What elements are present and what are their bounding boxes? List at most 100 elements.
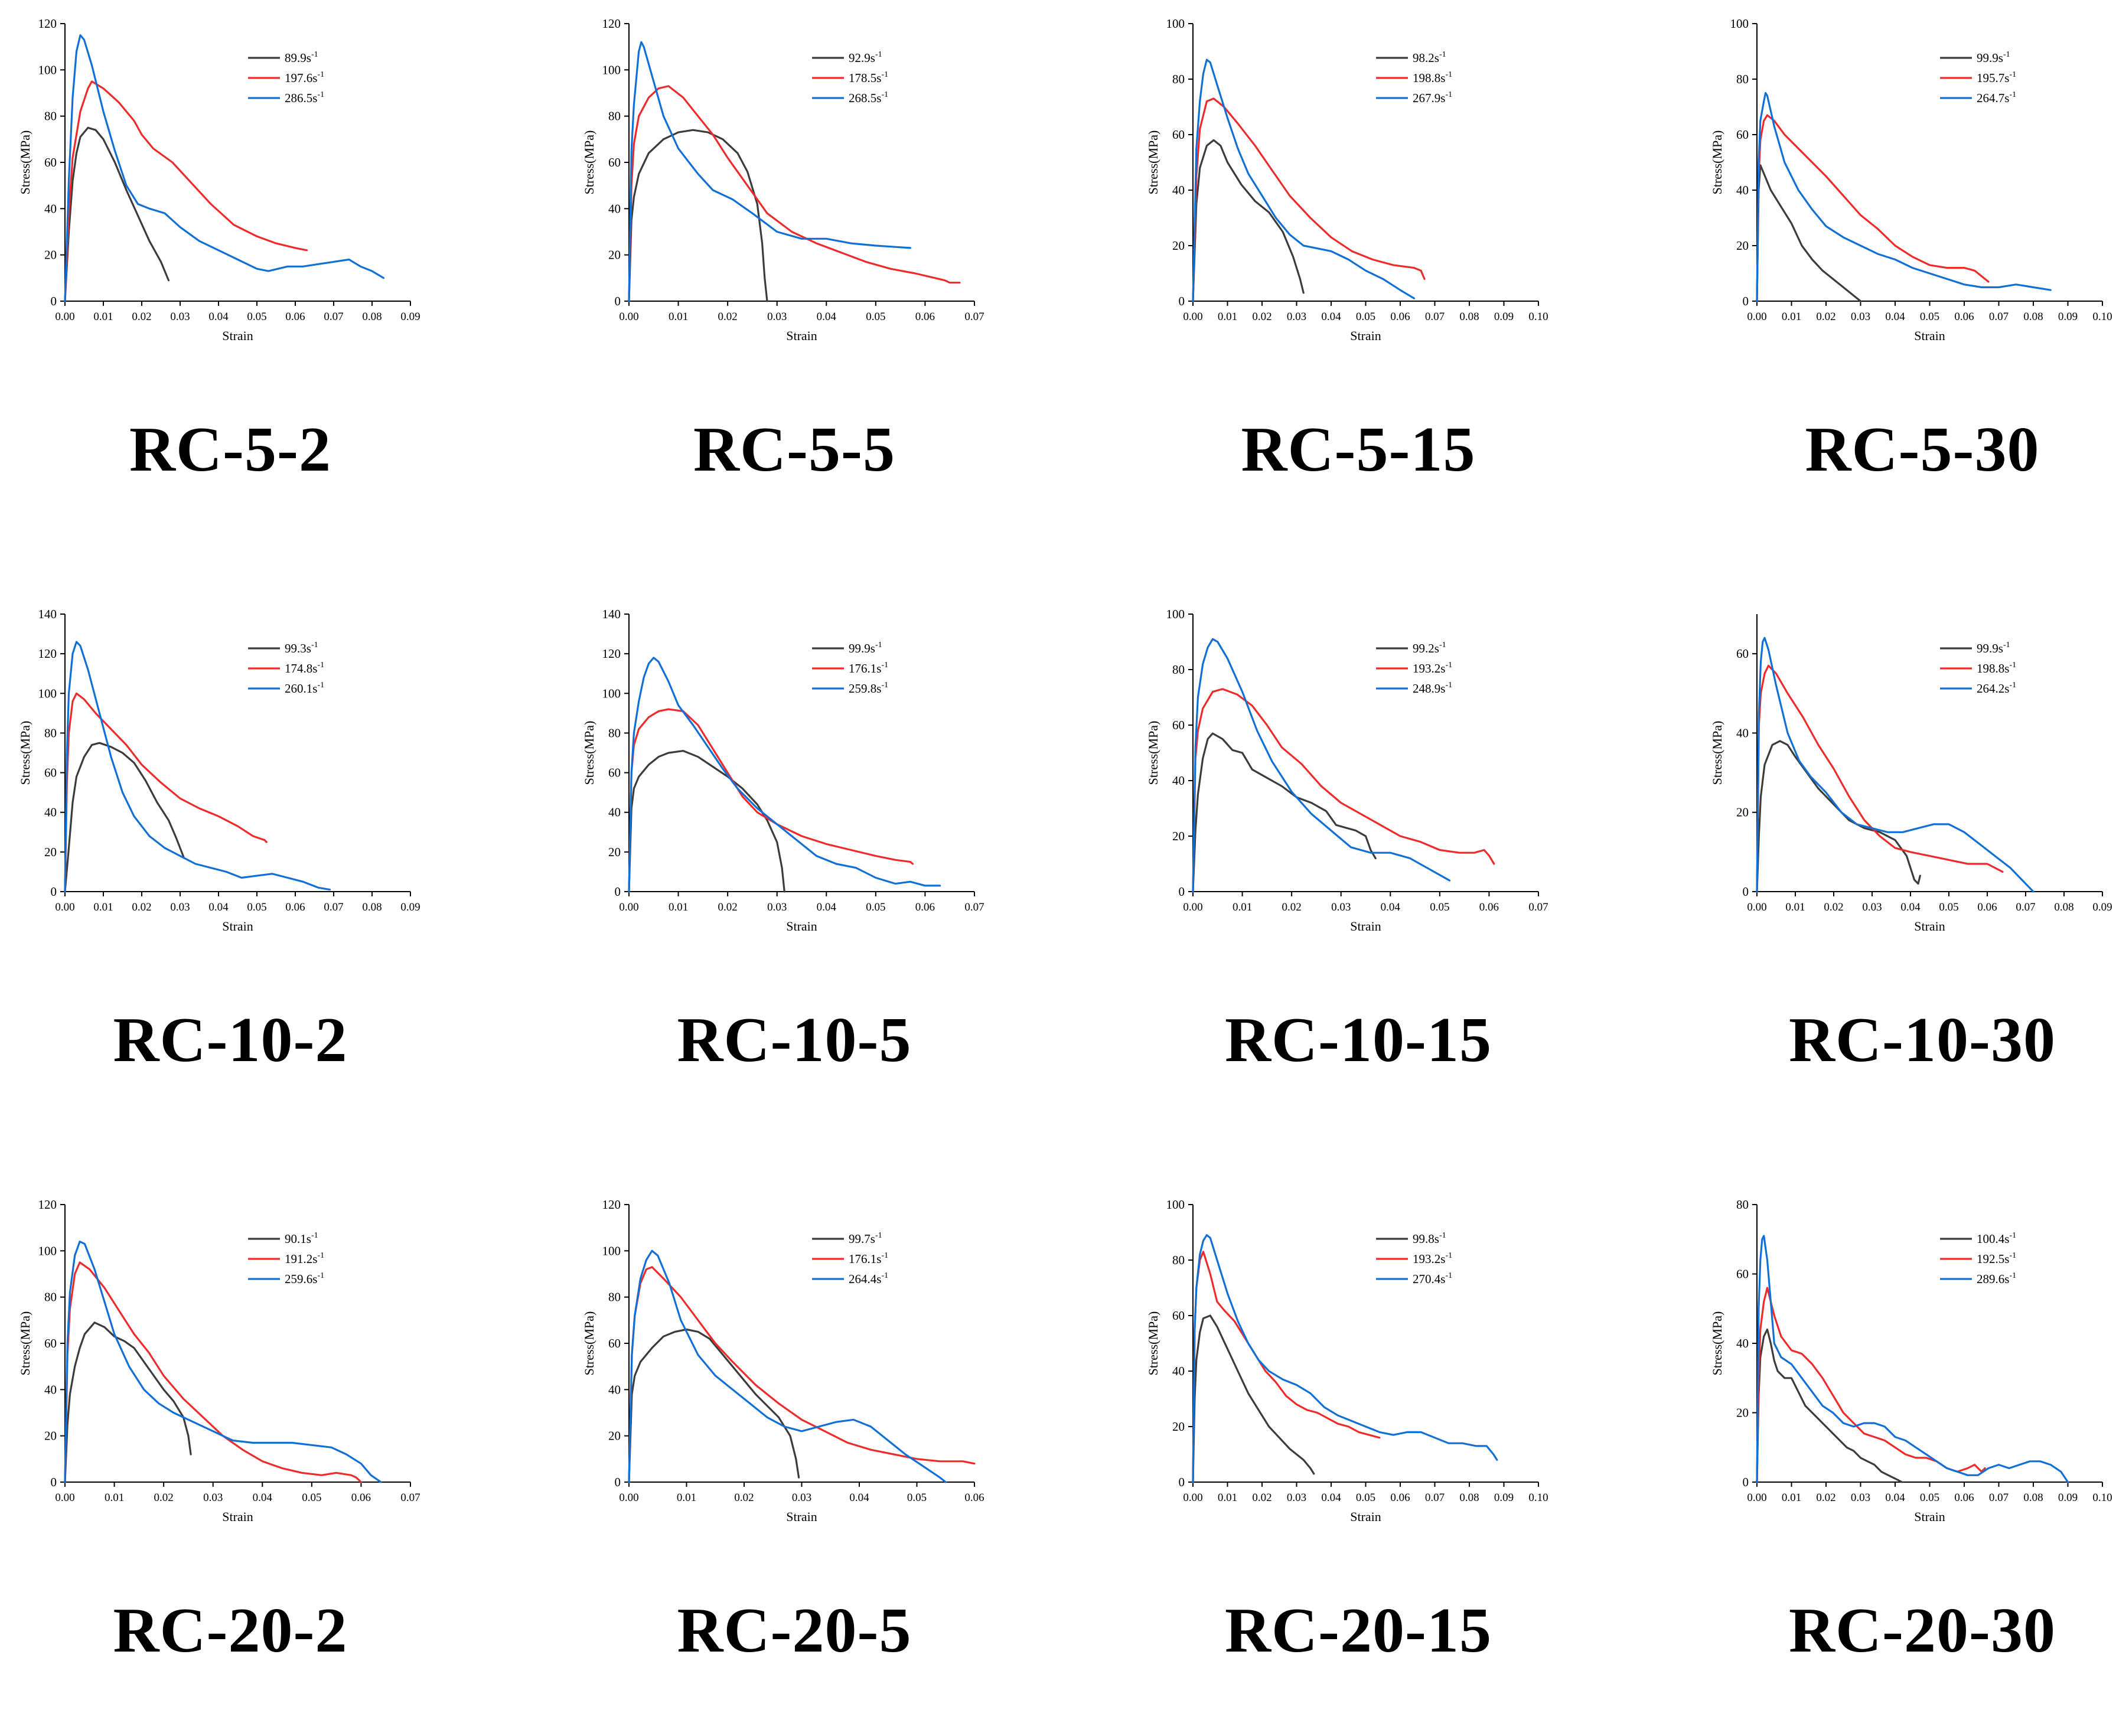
x-tick-label: 0.04 xyxy=(1900,901,1921,913)
y-tick-label: 20 xyxy=(44,845,57,859)
chart-caption: RC-10-2 xyxy=(113,1005,348,1075)
chart-caption: RC-20-30 xyxy=(1789,1595,2056,1666)
y-tick-label: 40 xyxy=(44,805,57,820)
x-tick-label: 0.05 xyxy=(1356,311,1375,323)
x-tick-label: 0.07 xyxy=(964,311,984,323)
legend-label-2: 193.2s-1 xyxy=(1413,661,1452,676)
y-tick-label: 60 xyxy=(608,766,621,780)
stress-strain-chart: 0.00 0.01 0.02 0.03 0.04 0.05 0.06 0.07 0.08 0.09… xyxy=(1146,1197,1548,1524)
y-tick-label: 100 xyxy=(38,686,57,700)
x-axis-title: Strain xyxy=(786,328,817,343)
y-tick-label: 60 xyxy=(1172,1308,1185,1323)
series-line-2 xyxy=(1192,97,1426,302)
y-tick-label: 40 xyxy=(44,1382,57,1396)
x-tick-label: 0.06 xyxy=(1977,901,1997,913)
series-line-3 xyxy=(1192,58,1415,302)
x-tick-label: 0.00 xyxy=(1747,311,1766,323)
x-tick-label: 0.05 xyxy=(1920,311,1939,323)
chart-panel: 0.00 0.01 0.02 0.03 0.04 0.05 0.06 0.07 0.08 0.09… xyxy=(0,590,520,1146)
y-tick-label: 60 xyxy=(44,1336,57,1350)
series-line-2 xyxy=(628,1266,976,1483)
x-axis-title: Strain xyxy=(786,919,817,934)
legend-label-3: 286.5s-1 xyxy=(285,90,324,105)
series-line-2 xyxy=(628,85,961,302)
y-axis-title: Stress(MPa) xyxy=(582,130,596,195)
legend-label-3: 264.7s-1 xyxy=(1977,90,2016,105)
y-tick-label: 120 xyxy=(602,1197,621,1212)
y-tick-label: 100 xyxy=(1730,17,1749,31)
x-tick-label: 0.04 xyxy=(208,311,229,323)
y-tick-label: 40 xyxy=(44,201,57,216)
x-tick-label: 0.00 xyxy=(1183,1492,1202,1504)
x-tick-label: 0.10 xyxy=(1528,1492,1548,1504)
series-line-3 xyxy=(628,41,911,302)
legend-label-2: 178.5s-1 xyxy=(849,70,888,85)
x-tick-label: 0.02 xyxy=(1824,901,1843,913)
y-tick-label: 0 xyxy=(1743,294,1749,308)
y-tick-label: 20 xyxy=(1736,239,1749,253)
y-tick-label: 120 xyxy=(38,1197,57,1212)
x-tick-label: 0.05 xyxy=(866,311,885,323)
y-tick-label: 20 xyxy=(1736,1406,1749,1420)
y-tick-label: 0 xyxy=(615,1475,621,1489)
x-tick-label: 0.02 xyxy=(132,311,151,323)
chart-caption: RC-10-15 xyxy=(1225,1005,1492,1075)
y-tick-label: 60 xyxy=(1736,1267,1749,1281)
y-tick-label: 40 xyxy=(1172,1364,1185,1378)
y-axis-title: Stress(MPa) xyxy=(18,1311,32,1376)
chart-panel: 0.00 0.01 0.02 0.03 0.04 0.05 0.06 0.07 0 20 40 60 8… xyxy=(564,590,1084,1146)
x-tick-label: 0.04 xyxy=(208,901,229,913)
x-tick-label: 0.00 xyxy=(55,311,74,323)
x-axis-title: Strain xyxy=(222,1509,253,1524)
y-tick-label: 100 xyxy=(38,63,57,77)
legend-label-1: 89.9s-1 xyxy=(285,50,318,65)
stress-strain-chart: 0.00 0.01 0.02 0.03 0.04 0.05 0.06 0.07 0.08 0.09… xyxy=(18,607,420,934)
legend-label-2: 198.8s-1 xyxy=(1413,70,1452,85)
legend-label-1: 99.8s-1 xyxy=(1413,1231,1446,1246)
figure-grid: 0.00 0.01 0.02 0.03 0.04 0.05 0.06 0.07 0.08 0.09… xyxy=(0,17,2112,1666)
x-tick-label: 0.05 xyxy=(247,901,266,913)
y-tick-label: 40 xyxy=(1736,183,1749,197)
stress-strain-chart: 0.00 0.01 0.02 0.03 0.04 0.05 0.06 0.07 0 20 40 60 8… xyxy=(582,607,984,934)
x-tick-label: 0.02 xyxy=(154,1492,174,1504)
legend-label-1: 100.4s-1 xyxy=(1977,1231,2016,1246)
x-tick-label: 0.07 xyxy=(324,311,343,323)
y-tick-label: 0 xyxy=(615,885,621,899)
x-tick-label: 0.03 xyxy=(1862,901,1882,913)
x-tick-label: 0.02 xyxy=(1282,901,1302,913)
x-axis-title: Strain xyxy=(1914,328,1945,343)
x-tick-label: 0.09 xyxy=(1494,311,1514,323)
x-tick-label: 0.03 xyxy=(767,311,787,323)
x-tick-label: 0.06 xyxy=(1390,311,1410,323)
series-line-2 xyxy=(1756,1287,1986,1483)
y-tick-label: 120 xyxy=(38,647,57,661)
y-tick-label: 40 xyxy=(608,1382,621,1396)
x-tick-label: 0.02 xyxy=(1252,1492,1271,1504)
x-tick-label: 0.01 xyxy=(1782,1492,1801,1504)
stress-strain-chart: 0.00 0.01 0.02 0.03 0.04 0.05 0.06 0.07 0 20 40 60 8… xyxy=(582,17,984,343)
legend-label-1: 99.9s-1 xyxy=(1977,641,2010,655)
x-tick-label: 0.01 xyxy=(105,1492,124,1504)
x-tick-label: 0.01 xyxy=(1785,901,1805,913)
y-axis-title: Stress(MPa) xyxy=(1146,130,1160,195)
legend-label-1: 99.7s-1 xyxy=(849,1231,882,1246)
y-tick-label: 20 xyxy=(1172,1420,1185,1434)
x-tick-label: 0.00 xyxy=(619,1492,638,1504)
x-tick-label: 0.01 xyxy=(93,311,113,323)
y-tick-label: 60 xyxy=(608,155,621,169)
y-tick-label: 80 xyxy=(608,1290,621,1304)
x-tick-label: 0.08 xyxy=(1459,311,1479,323)
series-line-2 xyxy=(1756,664,2004,893)
x-axis-title: Strain xyxy=(1914,1509,1945,1524)
legend-label-3: 259.8s-1 xyxy=(849,681,888,696)
legend-label-2: 174.8s-1 xyxy=(285,661,324,676)
legend-label-1: 99.9s-1 xyxy=(849,641,882,655)
legend-label-3: 267.9s-1 xyxy=(1413,90,1452,105)
x-tick-label: 0.03 xyxy=(170,311,190,323)
y-tick-label: 20 xyxy=(44,1429,57,1443)
stress-strain-chart: 0.00 0.01 0.02 0.03 0.04 0.05 0.06 0.07 0.08 0.09… xyxy=(1146,17,1548,343)
x-tick-label: 0.02 xyxy=(718,901,738,913)
legend-label-1: 99.3s-1 xyxy=(285,641,318,655)
y-tick-label: 140 xyxy=(38,607,57,621)
x-tick-label: 0.03 xyxy=(792,1492,811,1504)
